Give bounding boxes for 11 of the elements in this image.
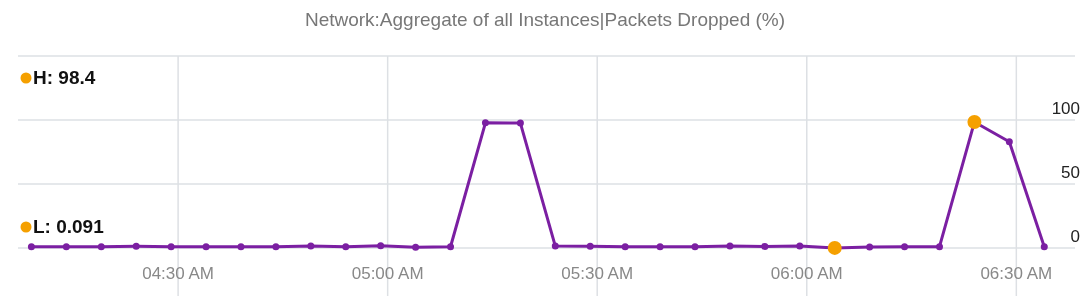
x-tick-label: 05:00 AM [351,264,424,283]
x-tick-label: 06:30 AM [980,264,1053,283]
x-tick-label: 06:00 AM [770,264,843,283]
y-tick-label: 0 [1070,227,1080,246]
y-tick-label: 50 [1061,163,1080,182]
chart-title: Network:Aggregate of all Instances|Packets Dropped (%) [304,9,786,30]
annotation: L: 0.091 [33,216,105,237]
x-tick-label: 04:30 AM [142,264,215,283]
annotation: H: 98.4 [33,67,96,88]
y-tick-label: 100 [1051,99,1080,118]
x-tick-label: 05:30 AM [561,264,634,283]
